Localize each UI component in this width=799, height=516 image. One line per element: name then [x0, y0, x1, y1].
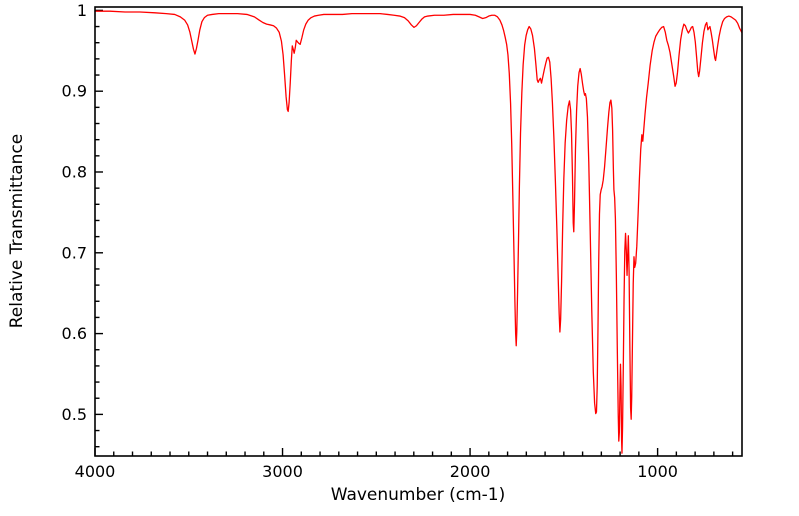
x-tick-label: 1000	[637, 462, 678, 481]
y-major-ticks	[95, 9, 103, 416]
y-tick-label: 0.8	[62, 162, 87, 181]
y-tick-labels: 1 0.9 0.8 0.7 0.6 0.5	[62, 1, 87, 424]
y-tick-label: 0.7	[62, 243, 87, 262]
x-tick-labels: 4000 3000 2000 1000	[75, 462, 678, 481]
x-axis-label: Wavenumber (cm-1)	[331, 485, 506, 505]
plot-frame	[94, 6, 743, 457]
y-tick-label: 1	[77, 1, 87, 20]
x-tick-label: 2000	[450, 462, 491, 481]
y-tick-label: 0.6	[62, 324, 87, 343]
x-tick-label: 4000	[75, 462, 116, 481]
plot-background	[95, 7, 742, 456]
spectrum-line	[94, 10, 743, 454]
y-tick-label: 0.5	[62, 405, 87, 424]
y-tick-label: 0.9	[62, 82, 87, 101]
y-axis-label: Relative Transmittance	[7, 134, 27, 329]
x-tick-label: 3000	[262, 462, 303, 481]
